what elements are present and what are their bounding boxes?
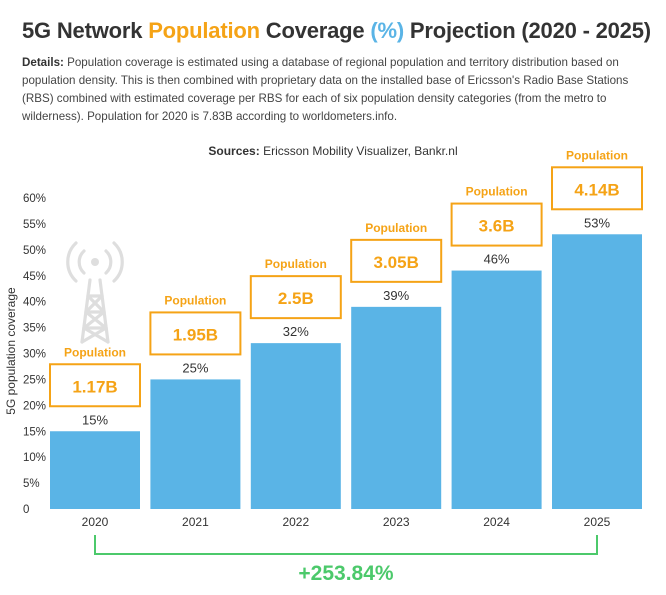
population-caption: Population <box>566 148 628 162</box>
y-axis-label: 5G population coverage <box>4 287 18 415</box>
y-tick-label: 20% <box>23 400 46 412</box>
bar-value-label: 46% <box>484 252 510 267</box>
population-box <box>350 238 443 283</box>
page-title: 5G Network Population Coverage (%) Proje… <box>22 18 652 44</box>
y-tick-label: 0 <box>23 504 29 516</box>
coverage-bar <box>250 343 341 509</box>
coverage-bar <box>351 306 442 509</box>
bar-value-label: 39% <box>383 288 409 303</box>
title-part1: 5G Network <box>22 18 143 43</box>
coverage-bar <box>552 234 642 510</box>
growth-bracket <box>94 535 598 555</box>
details-paragraph: Details: Population coverage is estimate… <box>22 54 644 126</box>
y-tick-label: 15% <box>23 426 46 438</box>
population-box <box>249 275 342 320</box>
sources-line: Sources: Ericsson Mobility Visualizer, B… <box>0 144 666 158</box>
population-value: 1.95B <box>173 325 218 344</box>
coverage-bar <box>50 431 140 509</box>
title-percent: (%) <box>370 18 404 43</box>
x-tick-label: 2022 <box>282 515 309 529</box>
sources-text: Ericsson Mobility Visualizer, Bankr.nl <box>263 144 458 158</box>
bar-value-label: 32% <box>283 324 309 339</box>
bar-value-label: 53% <box>584 215 610 230</box>
y-tick-label: 35% <box>23 323 46 335</box>
y-tick-label: 40% <box>23 297 46 309</box>
y-tick-label: 5% <box>23 478 40 490</box>
x-tick-label: 2023 <box>383 515 410 529</box>
bar-value-label: 15% <box>82 412 108 427</box>
title-highlight: Population <box>148 18 260 43</box>
population-box <box>551 166 643 211</box>
x-tick-label: 2021 <box>182 515 209 529</box>
y-tick-label: 25% <box>23 374 46 386</box>
x-tick-label: 2025 <box>584 515 611 529</box>
population-value: 3.6B <box>479 217 515 236</box>
y-tick-label: 50% <box>23 245 46 257</box>
population-caption: Population <box>365 221 427 235</box>
growth-label: +253.84% <box>298 562 393 585</box>
population-box <box>450 202 543 247</box>
title-part2: Coverage <box>265 18 365 43</box>
y-tick-label: 55% <box>23 219 46 231</box>
population-value: 3.05B <box>374 253 419 272</box>
population-value: 2.5B <box>278 289 314 308</box>
bar-value-label: 25% <box>182 360 208 375</box>
radio-tower-icon <box>66 241 124 344</box>
y-tick-label: 10% <box>23 452 46 464</box>
sources-label: Sources: <box>208 144 260 158</box>
y-tick-label: 60% <box>23 193 46 205</box>
population-box <box>49 363 141 408</box>
population-value: 4.14B <box>574 180 619 199</box>
coverage-bar <box>451 270 542 509</box>
coverage-bar <box>150 379 241 509</box>
title-part3: Projection (2020 - 2025) <box>409 18 651 43</box>
population-caption: Population <box>164 293 226 307</box>
details-label: Details: <box>22 56 64 69</box>
x-tick-label: 2024 <box>483 515 510 529</box>
population-caption: Population <box>265 257 327 271</box>
population-box <box>149 311 242 356</box>
population-caption: Population <box>466 185 528 199</box>
details-text: Population coverage is estimated using a… <box>22 56 629 123</box>
population-caption: Population <box>64 345 126 359</box>
x-tick-label: 2020 <box>82 515 109 529</box>
y-tick-label: 30% <box>23 349 46 361</box>
y-tick-label: 45% <box>23 271 46 283</box>
population-value: 1.17B <box>72 377 117 396</box>
